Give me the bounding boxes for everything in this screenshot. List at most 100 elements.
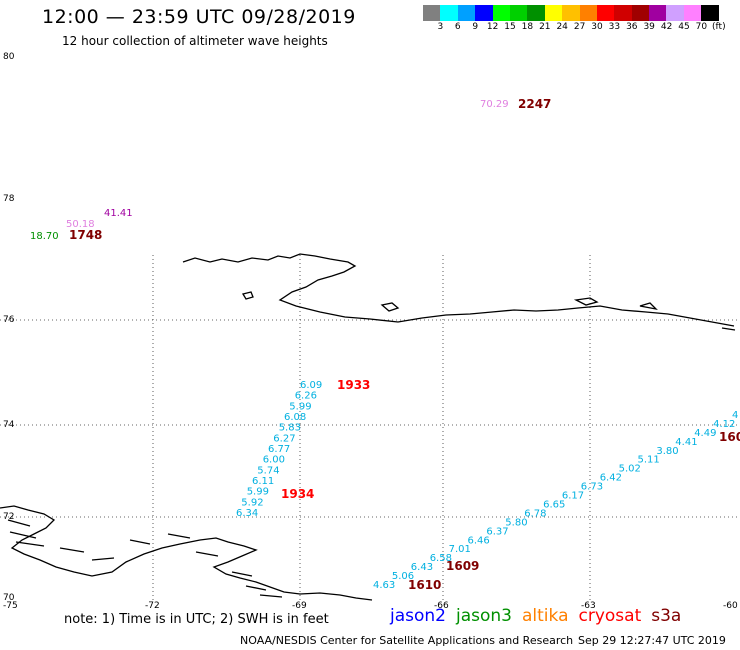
lat-label: 70 xyxy=(3,593,15,603)
colorbar-swatch xyxy=(509,5,528,21)
colorbar-label: 6 xyxy=(454,22,461,32)
lon-label: -75 xyxy=(3,601,18,611)
colorbar-label: 42 xyxy=(660,22,673,32)
satellite-legend-item: jason3 xyxy=(456,606,512,626)
footer-note: note: 1) Time is in UTC; 2) SWH is in fe… xyxy=(64,612,329,627)
map-title: 12:00 — 23:59 UTC 09/28/2019 xyxy=(42,6,356,28)
colorbar-swatch xyxy=(475,5,493,21)
swh-value: 6.26 xyxy=(295,391,317,402)
swh-value: 5.83 xyxy=(279,423,301,434)
swh-value: 6.78 xyxy=(524,508,546,519)
colorbar-swatch xyxy=(423,5,441,21)
obs-time: 1610 xyxy=(408,578,441,592)
swh-value: 5.92 xyxy=(241,497,263,508)
grid-lines xyxy=(0,255,740,600)
obs-cluster-2247: 70.29 2247 xyxy=(480,97,551,111)
colorbar-swatch xyxy=(596,5,615,21)
colorbar-label: 9 xyxy=(472,22,479,32)
colorbar-label: 15 xyxy=(504,22,516,32)
swh-value: 6.46 xyxy=(468,535,490,546)
swh-value: 70.29 xyxy=(480,99,509,110)
swh-value: 6.08 xyxy=(284,412,306,423)
swh-value: 50.18 xyxy=(66,219,95,230)
lon-labels: -75 -72 -69 -66 -63 -60 xyxy=(3,601,738,611)
colorbar-label: 24 xyxy=(556,22,568,32)
satellite-legend-item: s3a xyxy=(651,606,682,626)
lat-label: 74 xyxy=(3,420,15,430)
swh-value: 6.42 xyxy=(600,473,622,484)
colorbar-swatch xyxy=(631,5,650,21)
swh-value: 4.12 xyxy=(713,419,735,430)
swh-value: 6.17 xyxy=(562,491,584,502)
colorbar-label: 12 xyxy=(486,22,499,32)
lon-label: -72 xyxy=(145,601,160,611)
colorbar-label: 45 xyxy=(678,22,690,32)
swh-value: 6.65 xyxy=(543,500,565,511)
swh-value: 4.63 xyxy=(373,580,395,591)
colorbar-label: 3 xyxy=(437,22,444,32)
colorbar-label: 36 xyxy=(626,22,638,32)
colorbar-swatch xyxy=(440,5,458,21)
lat-label: 72 xyxy=(3,512,14,522)
satellite-legend-item: cryosat xyxy=(578,606,642,626)
colorbar-label: 18 xyxy=(521,22,534,32)
swh-value: 7.01 xyxy=(449,544,471,555)
colorbar-swatch xyxy=(527,5,545,21)
swh-value: 5.06 xyxy=(392,571,414,582)
swh-value: 4 xyxy=(732,410,738,421)
swh-value: 6.11 xyxy=(252,476,274,487)
obs-time: 1933 xyxy=(337,378,370,392)
swh-value: 6.34 xyxy=(236,508,258,519)
lat-label: 78 xyxy=(3,194,15,204)
colorbar-label: 21 xyxy=(539,22,551,32)
coastline-island-e xyxy=(721,327,736,331)
colorbar-label: 27 xyxy=(573,22,586,32)
obs-time: 1748 xyxy=(69,228,102,242)
colorbar-labels: 3 6 9 12 15 18 21 24 27 30 33 36 39 42 45 70 (ft) xyxy=(423,22,740,34)
satellite-legend-item: altika xyxy=(522,606,569,626)
wave-height-colorbar xyxy=(423,5,719,21)
swh-value: 6.58 xyxy=(430,553,452,564)
coastline-south-fjords xyxy=(7,519,283,598)
colorbar-label: 30 xyxy=(591,22,603,32)
lat-labels: 80 78 76 74 72 70 xyxy=(3,52,15,603)
swh-value: 4.41 xyxy=(675,437,697,448)
colorbar-label: 33 xyxy=(608,22,621,32)
colorbar-swatch xyxy=(492,5,510,21)
swh-value: 6.00 xyxy=(263,455,285,466)
colorbar-swatch xyxy=(666,5,684,21)
colorbar-swatch xyxy=(649,5,667,21)
coastline-island-b xyxy=(380,302,400,312)
swh-value: 6.27 xyxy=(273,433,295,444)
obs-time: 2247 xyxy=(518,97,551,111)
coastline-island-d xyxy=(639,302,658,311)
swh-value: 5.99 xyxy=(289,401,311,412)
lat-label: 76 xyxy=(3,315,15,325)
coastline-island-c xyxy=(573,297,599,306)
colorbar-label: 39 xyxy=(643,22,655,32)
obs-cluster-1748: 41.41 50.18 18.70 1748 xyxy=(30,208,133,242)
colorbar-swatch xyxy=(614,5,632,21)
lon-label: -63 xyxy=(581,601,596,611)
swh-value: 5.99 xyxy=(247,487,269,498)
swh-value: 6.09 xyxy=(300,380,322,391)
lat-label: 80 xyxy=(3,52,15,62)
swh-value: 18.70 xyxy=(30,231,59,242)
swh-value: 5.11 xyxy=(638,455,660,466)
lon-label: -66 xyxy=(434,601,449,611)
colorbar-label: 70 xyxy=(695,22,708,32)
lon-label: -60 xyxy=(723,601,738,611)
credit-line: NOAA/NESDIS Center for Satellite Applica… xyxy=(240,634,574,647)
colorbar-swatch xyxy=(701,5,719,21)
swh-value: 5.80 xyxy=(505,517,527,528)
obs-time: 1934 xyxy=(281,487,314,501)
track-1609: 4.635.066.436.587.016.466.375.806.786.65… xyxy=(373,410,738,591)
swh-value: 6.77 xyxy=(268,444,290,455)
colorbar-swatch xyxy=(562,5,580,21)
lon-label: -69 xyxy=(292,601,307,611)
colorbar-swatch xyxy=(544,5,563,21)
generation-timestamp: Sep 29 12:27:47 UTC 2019 xyxy=(578,634,726,647)
swh-value: 6.43 xyxy=(411,562,433,573)
swh-value: 5.02 xyxy=(619,464,641,475)
